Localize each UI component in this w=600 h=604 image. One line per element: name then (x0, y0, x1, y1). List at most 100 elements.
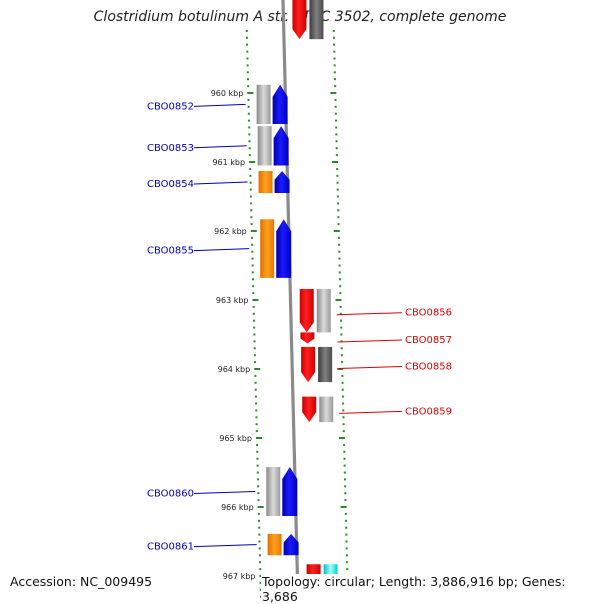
gene-label-leader (336, 312, 403, 316)
tick-mark (345, 519, 348, 522)
forward-gene-arrow[interactable] (272, 84, 288, 125)
tick-mark (250, 216, 253, 219)
tick-mark (250, 202, 253, 205)
tick-mark (333, 230, 340, 232)
reverse-gene-arrow[interactable] (300, 332, 315, 344)
gene-label[interactable]: CBO0861 (147, 542, 194, 553)
gene-label[interactable]: CBO0855 (147, 246, 194, 257)
tick-mark (340, 354, 343, 357)
forward-gene-arrow[interactable] (276, 219, 292, 278)
tick-mark (255, 437, 262, 439)
scale-label: 960 kbp (211, 89, 244, 98)
homolog-block (257, 126, 272, 166)
tick-mark (335, 133, 338, 136)
gene-label[interactable]: CBO0858 (405, 362, 452, 373)
tick-mark (248, 133, 251, 136)
ruler-ticks (245, 29, 349, 598)
forward-gene-arrow[interactable] (273, 126, 289, 166)
tick-mark (336, 174, 339, 177)
tick-mark (250, 230, 257, 232)
scale-label: 964 kbp (218, 365, 251, 374)
reverse-gene-arrow[interactable] (299, 288, 314, 333)
forward-gene-arrow[interactable] (283, 533, 299, 556)
tick-mark (338, 278, 341, 281)
gene-label-leader (193, 248, 250, 252)
homolog-block (260, 219, 275, 278)
tick-mark (247, 105, 250, 108)
topology-label: Topology: circular; Length: 3,886,916 bp… (261, 574, 600, 604)
tick-mark (259, 595, 262, 598)
tick-mark (336, 195, 339, 198)
tick-mark (249, 167, 252, 170)
tick-mark (254, 381, 257, 384)
forward-gene-arrow[interactable] (274, 170, 290, 194)
tick-mark (255, 416, 258, 419)
tick-mark (256, 457, 259, 460)
tick-mark (335, 140, 338, 143)
tick-mark (344, 512, 347, 515)
tick-mark (251, 278, 254, 281)
tick-mark (332, 161, 339, 163)
homolog-block (319, 396, 334, 423)
tick-mark (343, 478, 346, 481)
tick-mark (257, 506, 264, 508)
gene-label[interactable]: CBO0854 (147, 179, 194, 190)
genome-backbone (281, 0, 300, 600)
tick-mark (345, 540, 348, 543)
gene-label[interactable]: CBO0860 (147, 488, 194, 499)
tick-mark (344, 485, 347, 488)
tick-mark (253, 333, 256, 336)
gene-label[interactable]: CBO0857 (405, 335, 452, 346)
tick-mark (255, 430, 258, 433)
tick-mark (343, 471, 346, 474)
tick-mark (342, 423, 345, 426)
tick-mark (337, 368, 344, 370)
gene-label[interactable]: CBO0852 (147, 101, 194, 112)
tick-mark (341, 361, 344, 364)
gene-label[interactable]: CBO0856 (405, 308, 452, 319)
tick-mark (256, 443, 259, 446)
tick-mark (252, 292, 255, 295)
reverse-gene-arrow[interactable] (301, 346, 316, 383)
tick-mark (258, 554, 261, 557)
reverse-gene-arrow[interactable] (292, 0, 307, 40)
homolog-block (316, 288, 331, 333)
tick-mark (335, 299, 342, 301)
tick-mark (343, 443, 346, 446)
tick-mark (342, 402, 345, 405)
tick-mark (257, 512, 260, 515)
tick-mark (337, 209, 340, 212)
tick-mark (346, 561, 349, 564)
scale-label: 961 kbp (212, 158, 245, 167)
gene-label[interactable]: CBO0859 (405, 406, 452, 417)
tick-mark (251, 243, 254, 246)
tick-mark (259, 568, 262, 571)
tick-mark (338, 437, 345, 439)
tick-mark (345, 533, 348, 536)
tick-mark (247, 92, 254, 94)
tick-mark (248, 126, 251, 129)
reverse-gene-arrow[interactable] (302, 396, 317, 423)
tick-mark (249, 188, 252, 191)
tick-mark (339, 292, 342, 295)
tick-mark (333, 64, 336, 67)
tick-mark (342, 430, 345, 433)
gene-label[interactable]: CBO0853 (147, 143, 194, 154)
tick-mark (338, 264, 341, 267)
tick-mark (248, 154, 251, 157)
forward-gene-arrow[interactable] (282, 466, 298, 516)
tick-mark (342, 409, 345, 412)
tick-mark (339, 312, 342, 315)
tick-mark (251, 250, 254, 253)
tick-mark (248, 140, 251, 143)
tick-mark (332, 36, 335, 39)
tick-mark (343, 464, 346, 467)
tick-mark (336, 181, 339, 184)
tick-mark (335, 154, 338, 157)
homolog-block (267, 533, 282, 556)
scale-label: 965 kbp (219, 434, 252, 443)
tick-mark (253, 326, 256, 329)
tick-mark (332, 29, 335, 32)
tick-mark (253, 340, 256, 343)
